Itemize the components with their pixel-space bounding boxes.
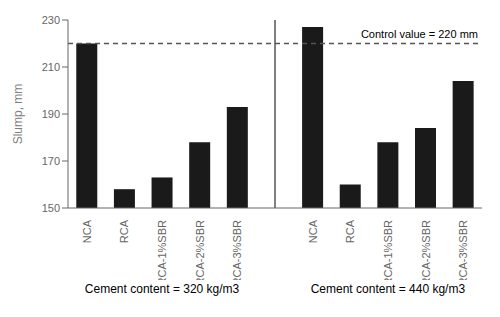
html-text:Cement content = 320 kg/m3: Cement content = 320 kg/m3 <box>84 282 240 296</box>
svg-text:230: 230 <box>42 14 60 26</box>
svg-text:RCA-1%SBR: RCA-1%SBR <box>382 220 394 280</box>
svg-text:170: 170 <box>42 155 60 167</box>
svg-text:210: 210 <box>42 61 60 73</box>
svg-text:150: 150 <box>42 202 60 214</box>
html-text:Cement content = 440 kg/m3: Cement content = 440 kg/m3 <box>310 282 466 296</box>
svg-text:NCA: NCA <box>81 219 93 243</box>
svg-text:RCA-2%SBR: RCA-2%SBR <box>194 220 206 280</box>
svg-text:RCA: RCA <box>344 219 356 243</box>
svg-text:RCA-1%SBR: RCA-1%SBR <box>156 220 168 280</box>
svg-text:190: 190 <box>42 108 60 120</box>
svg-text:RCA-2%SBR: RCA-2%SBR <box>420 220 432 280</box>
svg-text:RCA-3%SBR: RCA-3%SBR <box>457 220 469 280</box>
svg-text:RCA: RCA <box>118 219 130 243</box>
svg-text:Slump, mm: Slump, mm <box>11 84 25 145</box>
svg-text:Control value = 220 mm: Control value = 220 mm <box>361 28 478 40</box>
svg-text:NCA: NCA <box>307 219 319 243</box>
svg-text:RCA-3%SBR: RCA-3%SBR <box>231 220 243 280</box>
